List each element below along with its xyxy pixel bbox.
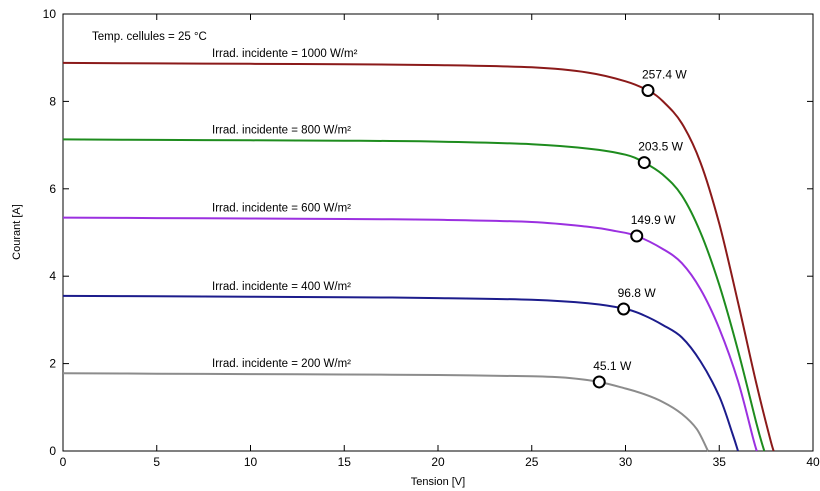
- y-axis-title: Courant [A]: [11, 204, 23, 260]
- mpp-marker: [637, 156, 651, 170]
- x-tick-label: 35: [713, 455, 727, 469]
- x-axis-title: Tension [V]: [411, 476, 465, 488]
- y-tick-label: 6: [49, 182, 56, 196]
- series-label: Irrad. incidente = 200 W/m²: [212, 358, 351, 370]
- mpp-power-label: 149.9 W: [631, 213, 676, 227]
- series-label: Irrad. incidente = 1000 W/m²: [212, 48, 358, 60]
- x-tick-label: 20: [431, 455, 445, 469]
- mpp-marker: [592, 375, 606, 389]
- mpp-marker: [641, 83, 655, 97]
- plot-area: [62, 13, 814, 452]
- y-tick-label: 2: [49, 357, 56, 371]
- series-line: [62, 294, 739, 452]
- mpp-power-label: 257.4 W: [642, 67, 687, 81]
- x-tick-label: 40: [806, 455, 820, 469]
- mpp-power-label: 96.8 W: [618, 286, 657, 300]
- y-tick-label: 8: [49, 94, 56, 108]
- temperature-annotation: Temp. cellules = 25 °C: [92, 31, 207, 43]
- x-tick-label: 5: [153, 455, 160, 469]
- series-line: [62, 138, 766, 452]
- x-tick-label: 0: [60, 455, 67, 469]
- y-tick-label: 4: [49, 269, 56, 283]
- x-tick-label: 30: [619, 455, 633, 469]
- mpp-marker: [617, 302, 631, 316]
- y-tick-label: 0: [49, 444, 56, 458]
- series-label: Irrad. incidente = 600 W/m²: [212, 203, 351, 215]
- mpp-marker: [630, 229, 644, 243]
- x-tick-label: 15: [338, 455, 352, 469]
- y-tick-label: 10: [43, 7, 57, 21]
- x-tick-label: 10: [244, 455, 258, 469]
- series-label: Irrad. incidente = 400 W/m²: [212, 281, 351, 293]
- axis-ticks: 0 5 10 15 20 25 30 35 40 0 2 4 6 8 10: [43, 7, 820, 469]
- series-line: [62, 372, 709, 452]
- mpp-power-label: 203.5 W: [638, 140, 683, 154]
- mpp-power-label: 45.1 W: [593, 359, 632, 373]
- labels-layer: Irrad. incidente = 1000 W/m² 257.4 W Irrad…: [212, 48, 687, 389]
- series-label: Irrad. incidente = 800 W/m²: [212, 124, 351, 136]
- series-line: [62, 216, 758, 452]
- x-tick-label: 25: [525, 455, 539, 469]
